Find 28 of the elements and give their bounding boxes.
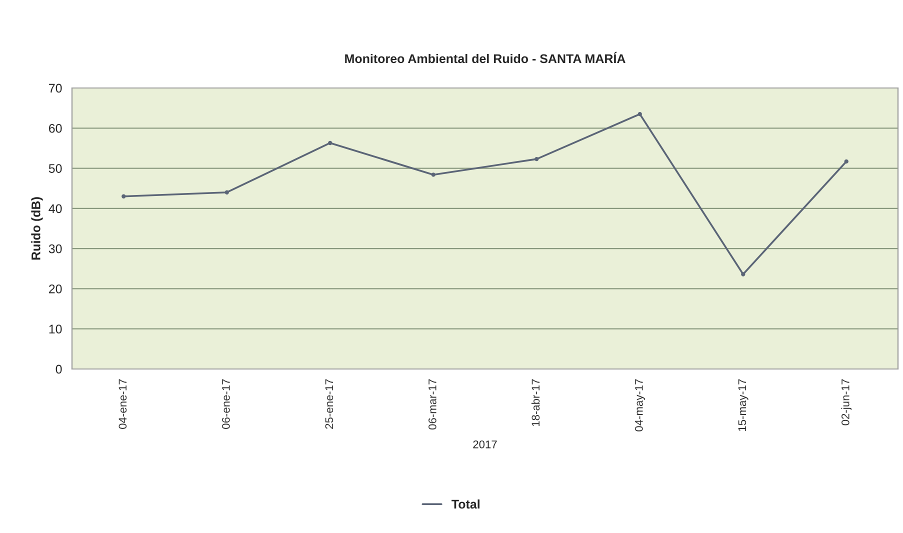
x-axis-title: 2017 (473, 440, 497, 448)
point (224, 190, 229, 194)
point (638, 112, 642, 116)
x-tick-label: 06-mar-17 (428, 379, 436, 430)
y-tick-label: 60 (49, 124, 62, 133)
y-tick-label: 70 (49, 84, 62, 93)
y-tick-label: 50 (48, 164, 62, 173)
point (122, 194, 126, 198)
y-tick-label: 40 (48, 204, 62, 214)
x-tick-label: 04-ene-17 (118, 379, 127, 429)
x-tick-label: 06-ene-17 (222, 379, 230, 429)
y-tick-label: 0 (56, 364, 62, 374)
x-tick-label: 15-may-17 (738, 379, 748, 431)
point (534, 156, 539, 162)
y-tick-label: 10 (49, 324, 62, 334)
chart-title: Monitoreo Ambiental del Ruido - SANTA MARÍA (345, 52, 626, 64)
x-tick-label: 25-ene-17 (325, 379, 334, 429)
point (844, 159, 848, 164)
x-tick-label: 18-abr-17 (531, 379, 540, 426)
x-tick-label: 02-jun-17 (841, 379, 852, 426)
y-axis-title: Ruido (dB) (31, 197, 43, 260)
y-tick-label: 30 (48, 244, 62, 254)
y-tick-label: 20 (49, 284, 62, 294)
x-tick-label: 04-may-17 (634, 379, 646, 432)
point (328, 140, 332, 146)
legend-label: Total (452, 499, 480, 509)
point (431, 172, 436, 177)
point (741, 272, 746, 276)
